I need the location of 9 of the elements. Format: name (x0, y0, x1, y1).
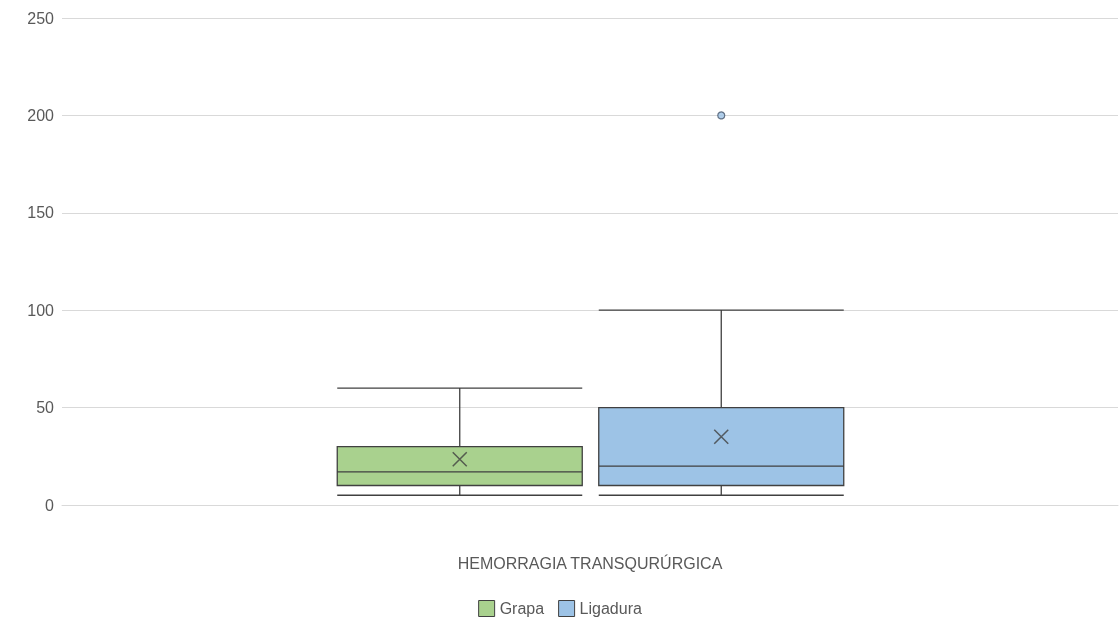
y-tick-label: 200 (27, 106, 55, 124)
y-tick-label: 150 (27, 204, 55, 222)
y-tick-label: 100 (27, 301, 55, 319)
y-tick-label: 250 (27, 9, 55, 27)
legend-label: Ligadura (579, 600, 642, 617)
legend-label: Grapa (499, 600, 545, 617)
y-tick-label: 50 (36, 399, 55, 417)
y-tick-label: 0 (45, 496, 55, 514)
x-axis-title: HEMORRAGIA TRANSQURÚRGICA (457, 553, 723, 572)
